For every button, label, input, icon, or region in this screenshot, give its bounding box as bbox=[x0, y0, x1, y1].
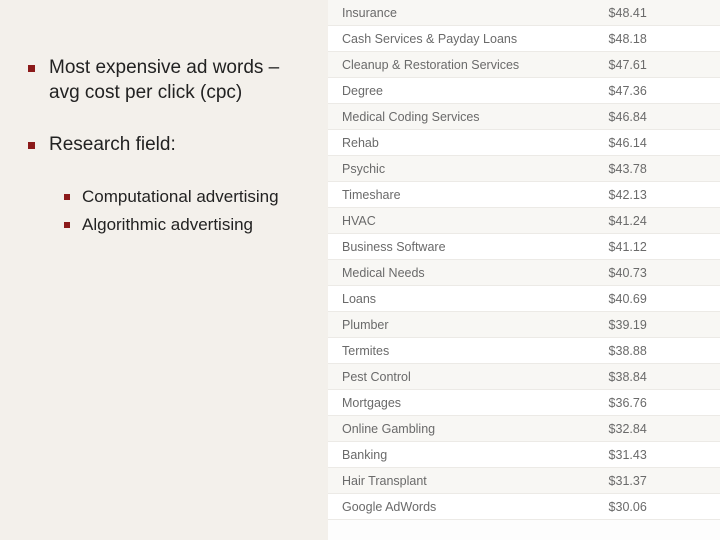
price-cell: $32.84 bbox=[595, 416, 720, 442]
price-cell: $30.06 bbox=[595, 494, 720, 520]
keyword-cell: Termites bbox=[328, 338, 595, 364]
price-cell: $41.24 bbox=[595, 208, 720, 234]
table-row: Pest Control$38.84 bbox=[328, 364, 720, 390]
keyword-cell: Rehab bbox=[328, 130, 595, 156]
bullet-list: Most expensive ad words – avg cost per c… bbox=[28, 56, 308, 236]
sub-bullet-item: Computational advertising bbox=[64, 186, 308, 208]
cpc-table: Insurance$48.41Cash Services & Payday Lo… bbox=[328, 0, 720, 520]
price-cell: $39.19 bbox=[595, 312, 720, 338]
bullet-text: Research field: bbox=[49, 133, 176, 158]
keyword-cell: Plumber bbox=[328, 312, 595, 338]
table-row: Timeshare$42.13 bbox=[328, 182, 720, 208]
square-bullet-icon bbox=[28, 65, 35, 72]
keyword-cell: Insurance bbox=[328, 0, 595, 26]
price-cell: $46.84 bbox=[595, 104, 720, 130]
keyword-cell: HVAC bbox=[328, 208, 595, 234]
keyword-cell: Banking bbox=[328, 442, 595, 468]
price-cell: $36.76 bbox=[595, 390, 720, 416]
price-cell: $47.36 bbox=[595, 78, 720, 104]
table-row: Online Gambling$32.84 bbox=[328, 416, 720, 442]
price-cell: $38.88 bbox=[595, 338, 720, 364]
table-row: Termites$38.88 bbox=[328, 338, 720, 364]
table-row: HVAC$41.24 bbox=[328, 208, 720, 234]
sub-bullet-item: Algorithmic advertising bbox=[64, 214, 308, 236]
keyword-cell: Online Gambling bbox=[328, 416, 595, 442]
square-bullet-icon bbox=[64, 222, 70, 228]
price-cell: $41.12 bbox=[595, 234, 720, 260]
bullet-text: Most expensive ad words – avg cost per c… bbox=[49, 56, 308, 105]
price-cell: $40.73 bbox=[595, 260, 720, 286]
table-row: Google AdWords$30.06 bbox=[328, 494, 720, 520]
price-cell: $46.14 bbox=[595, 130, 720, 156]
cpc-table-pane: Insurance$48.41Cash Services & Payday Lo… bbox=[328, 0, 720, 540]
keyword-cell: Timeshare bbox=[328, 182, 595, 208]
keyword-cell: Loans bbox=[328, 286, 595, 312]
table-row: Hair Transplant$31.37 bbox=[328, 468, 720, 494]
keyword-cell: Cleanup & Restoration Services bbox=[328, 52, 595, 78]
table-row: Plumber$39.19 bbox=[328, 312, 720, 338]
keyword-cell: Psychic bbox=[328, 156, 595, 182]
sub-bullet-list: Computational advertising Algorithmic ad… bbox=[64, 186, 308, 236]
table-row: Psychic$43.78 bbox=[328, 156, 720, 182]
price-cell: $48.18 bbox=[595, 26, 720, 52]
table-row: Cleanup & Restoration Services$47.61 bbox=[328, 52, 720, 78]
keyword-cell: Google AdWords bbox=[328, 494, 595, 520]
table-row: Banking$31.43 bbox=[328, 442, 720, 468]
keyword-cell: Hair Transplant bbox=[328, 468, 595, 494]
sub-bullet-text: Computational advertising bbox=[82, 186, 279, 208]
keyword-cell: Medical Coding Services bbox=[328, 104, 595, 130]
keyword-cell: Business Software bbox=[328, 234, 595, 260]
table-row: Medical Needs$40.73 bbox=[328, 260, 720, 286]
price-cell: $42.13 bbox=[595, 182, 720, 208]
table-row: Rehab$46.14 bbox=[328, 130, 720, 156]
price-cell: $48.41 bbox=[595, 0, 720, 26]
table-row: Medical Coding Services$46.84 bbox=[328, 104, 720, 130]
table-row: Loans$40.69 bbox=[328, 286, 720, 312]
sub-bullet-text: Algorithmic advertising bbox=[82, 214, 253, 236]
price-cell: $38.84 bbox=[595, 364, 720, 390]
slide-text-pane: Most expensive ad words – avg cost per c… bbox=[0, 0, 328, 540]
price-cell: $47.61 bbox=[595, 52, 720, 78]
square-bullet-icon bbox=[64, 194, 70, 200]
bullet-item: Research field: Computational advertisin… bbox=[28, 133, 308, 236]
keyword-cell: Mortgages bbox=[328, 390, 595, 416]
keyword-cell: Medical Needs bbox=[328, 260, 595, 286]
table-row: Cash Services & Payday Loans$48.18 bbox=[328, 26, 720, 52]
keyword-cell: Pest Control bbox=[328, 364, 595, 390]
price-cell: $31.37 bbox=[595, 468, 720, 494]
keyword-cell: Degree bbox=[328, 78, 595, 104]
table-row: Degree$47.36 bbox=[328, 78, 720, 104]
bullet-item: Most expensive ad words – avg cost per c… bbox=[28, 56, 308, 105]
table-row: Business Software$41.12 bbox=[328, 234, 720, 260]
price-cell: $43.78 bbox=[595, 156, 720, 182]
table-row: Mortgages$36.76 bbox=[328, 390, 720, 416]
table-row: Insurance$48.41 bbox=[328, 0, 720, 26]
square-bullet-icon bbox=[28, 142, 35, 149]
price-cell: $31.43 bbox=[595, 442, 720, 468]
price-cell: $40.69 bbox=[595, 286, 720, 312]
keyword-cell: Cash Services & Payday Loans bbox=[328, 26, 595, 52]
